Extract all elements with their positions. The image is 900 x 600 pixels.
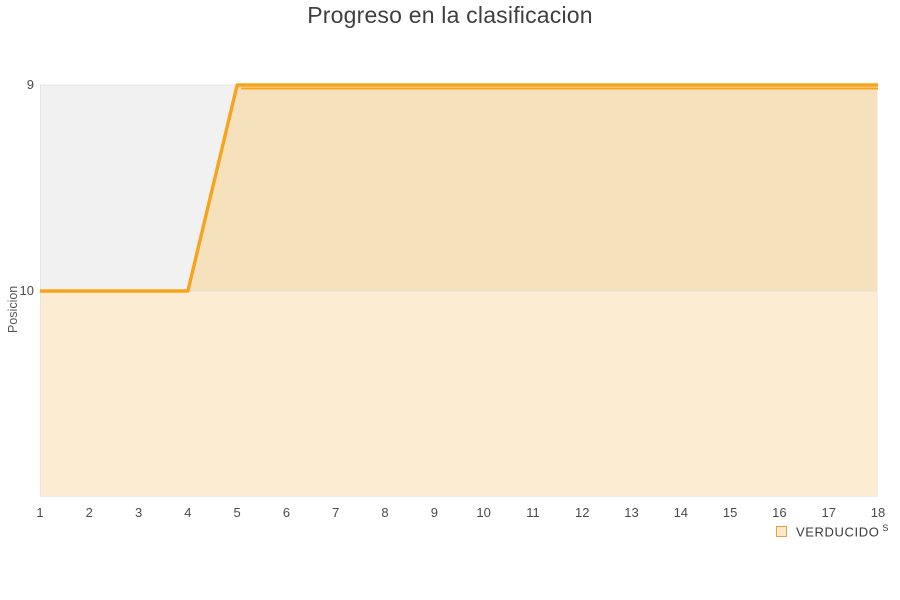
legend-series-name: VERDUCIDO bbox=[796, 524, 880, 540]
x-tick-label: 14 bbox=[673, 505, 689, 520]
legend-series-suffix: S bbox=[882, 523, 890, 533]
x-tick-label: 17 bbox=[821, 505, 836, 520]
x-tick-label: 6 bbox=[282, 505, 291, 520]
x-tick-label: 1 bbox=[36, 505, 44, 520]
x-tick-label: 2 bbox=[85, 505, 93, 520]
legend-label: VERDUCIDO S bbox=[796, 523, 889, 539]
x-tick-label: 18 bbox=[870, 505, 886, 520]
x-tick-label: 9 bbox=[430, 505, 438, 520]
x-tick-label: 5 bbox=[233, 505, 241, 520]
y-tick-label: 10 bbox=[19, 283, 34, 298]
x-tick-label: 10 bbox=[476, 505, 491, 520]
x-tick-label: 7 bbox=[332, 505, 340, 520]
x-tick-label: 4 bbox=[184, 505, 192, 520]
legend[interactable]: VERDUCIDO S bbox=[776, 523, 889, 539]
area-chart-svg bbox=[40, 83, 878, 497]
x-tick-label: 15 bbox=[722, 505, 738, 520]
x-tick-label: 12 bbox=[575, 505, 590, 520]
plot-area bbox=[40, 83, 878, 497]
series-line bbox=[40, 83, 878, 293]
x-tick-label: 8 bbox=[381, 505, 389, 520]
x-tick-label: 13 bbox=[624, 505, 639, 520]
x-tick-label: 3 bbox=[134, 505, 143, 520]
y-tick-label: 9 bbox=[26, 77, 34, 92]
legend-marker-icon bbox=[776, 525, 787, 537]
chart-title: Progreso en la clasificacion bbox=[307, 2, 593, 28]
x-tick-label: 16 bbox=[772, 505, 787, 520]
series-area-lower-band bbox=[40, 291, 878, 497]
x-tick-label: 11 bbox=[526, 505, 540, 520]
